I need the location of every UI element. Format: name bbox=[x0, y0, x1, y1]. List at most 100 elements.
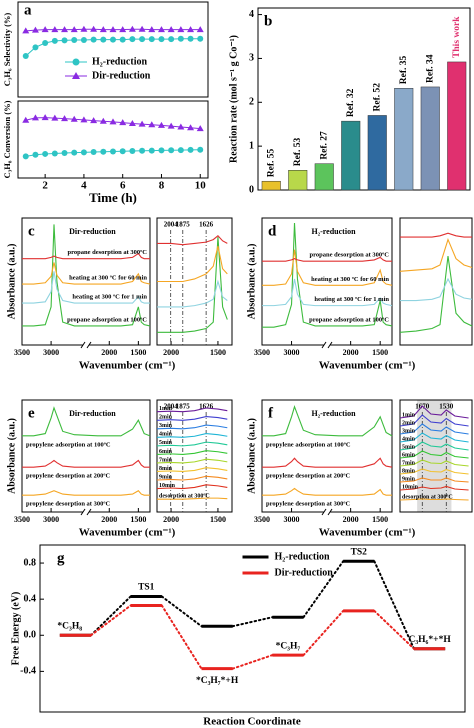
y-tick-label: 2 bbox=[249, 97, 254, 108]
series-line bbox=[22, 490, 150, 496]
connector bbox=[231, 654, 274, 670]
y-tick-label: 4 bbox=[249, 9, 254, 20]
legend-marker bbox=[72, 72, 80, 79]
data-point bbox=[128, 119, 136, 126]
series-line bbox=[399, 405, 469, 419]
bar-label: Ref. 55 bbox=[266, 148, 276, 177]
y-axis-label: Absorbance (a.u.) bbox=[6, 418, 17, 494]
series-label: heating at 300 ºC for 1 min bbox=[72, 294, 147, 301]
data-point bbox=[61, 149, 68, 156]
x-axis-label: Wavenumber (cm⁻¹) bbox=[319, 527, 416, 539]
data-point bbox=[119, 148, 126, 155]
panel-label: b bbox=[264, 13, 272, 29]
data-point bbox=[129, 36, 136, 43]
panel-label: c bbox=[28, 223, 35, 239]
series-line bbox=[399, 423, 469, 435]
reference-label: 1626 bbox=[199, 221, 214, 229]
series-label: 2min bbox=[402, 420, 416, 426]
series-line bbox=[262, 278, 393, 307]
panel-title: Dir-reduction bbox=[69, 409, 116, 418]
data-point bbox=[167, 122, 175, 129]
data-point bbox=[100, 148, 107, 155]
connector bbox=[302, 560, 345, 619]
series-label: 4min bbox=[159, 432, 173, 438]
data-point bbox=[61, 37, 68, 44]
series-line bbox=[400, 277, 473, 302]
data-point bbox=[148, 121, 156, 128]
panel-label: g bbox=[57, 550, 65, 566]
data-point bbox=[109, 118, 117, 125]
data-point bbox=[90, 117, 98, 124]
data-point bbox=[196, 26, 204, 33]
series-label: propylene desorption at 300ºC bbox=[26, 501, 110, 508]
legend-label: Dir-reduction bbox=[92, 70, 151, 81]
data-point bbox=[70, 115, 78, 122]
x-tick-label: 8 bbox=[159, 180, 165, 192]
data-point bbox=[80, 149, 87, 156]
x-axis-label: Reaction Coordinate bbox=[203, 716, 301, 728]
series-label: 3min bbox=[159, 423, 173, 429]
connector bbox=[231, 616, 274, 628]
data-point bbox=[22, 116, 30, 123]
series-label: 2min bbox=[159, 415, 173, 421]
x-tick-label: 3500 bbox=[14, 515, 30, 524]
bar-label: Ref. 34 bbox=[425, 54, 435, 83]
data-point bbox=[109, 26, 117, 33]
data-point bbox=[80, 25, 88, 32]
x-axis-label: Wavenumber (cm⁻¹) bbox=[319, 360, 416, 372]
series-label: desorption at 300ºC bbox=[159, 494, 210, 500]
data-point bbox=[158, 36, 165, 43]
data-point bbox=[61, 115, 69, 122]
data-point bbox=[129, 148, 136, 155]
series-line bbox=[399, 477, 469, 483]
x-tick-label: 6 bbox=[120, 180, 126, 192]
series-label: 8min bbox=[159, 466, 173, 472]
panel-label: d bbox=[268, 223, 277, 239]
series-line bbox=[399, 485, 469, 491]
state-label: *C₃H₇ bbox=[276, 641, 301, 651]
axis-break-gap bbox=[324, 342, 330, 348]
series-line bbox=[22, 406, 151, 437]
data-point bbox=[138, 25, 146, 32]
series-label: propane adsorption at 100ºC bbox=[309, 316, 389, 323]
data-point bbox=[177, 35, 184, 42]
data-point bbox=[187, 26, 195, 33]
series-line bbox=[156, 475, 228, 481]
series-line bbox=[399, 498, 469, 501]
axis-break bbox=[321, 341, 327, 349]
panel-label: a bbox=[24, 2, 32, 18]
series-label: propylene desorption at 200ºC bbox=[26, 473, 110, 480]
panel-label: f bbox=[268, 405, 274, 421]
x-tick-label: 2000 bbox=[343, 348, 359, 357]
x-tick-label: 2000 bbox=[163, 348, 179, 357]
data-point bbox=[31, 26, 39, 33]
reference-label: 1875 bbox=[176, 221, 191, 229]
data-point bbox=[41, 114, 49, 121]
data-point bbox=[139, 36, 146, 43]
legend-marker bbox=[72, 58, 80, 66]
y-axis-label: Absorbance (a.u.) bbox=[246, 418, 257, 494]
series-label: 8min bbox=[402, 468, 416, 474]
reference-label: 1626 bbox=[199, 403, 214, 411]
series-line bbox=[399, 459, 469, 467]
series-line bbox=[157, 245, 228, 283]
axis-break-gap bbox=[324, 509, 330, 515]
data-point bbox=[167, 26, 175, 33]
series-line bbox=[22, 459, 150, 468]
legend-label: H₂-reduction bbox=[275, 551, 330, 562]
series-line bbox=[399, 256, 473, 333]
x-tick-label: 3500 bbox=[254, 515, 270, 524]
series-line bbox=[157, 497, 228, 500]
y-tick-label: 3 bbox=[249, 53, 254, 64]
series-line bbox=[156, 467, 228, 473]
axis-break bbox=[86, 341, 92, 349]
data-point bbox=[148, 36, 155, 43]
connector bbox=[302, 609, 345, 657]
data-point bbox=[51, 114, 59, 121]
series-label: propylene adsorption at 100ºC bbox=[26, 441, 111, 448]
data-point bbox=[139, 147, 146, 154]
series-label: 5min bbox=[402, 444, 416, 450]
series-label: desorption at 300ºC bbox=[402, 494, 453, 500]
x-tick-label: 1500 bbox=[210, 515, 226, 524]
y-tick-label: -0.4 bbox=[20, 666, 36, 677]
